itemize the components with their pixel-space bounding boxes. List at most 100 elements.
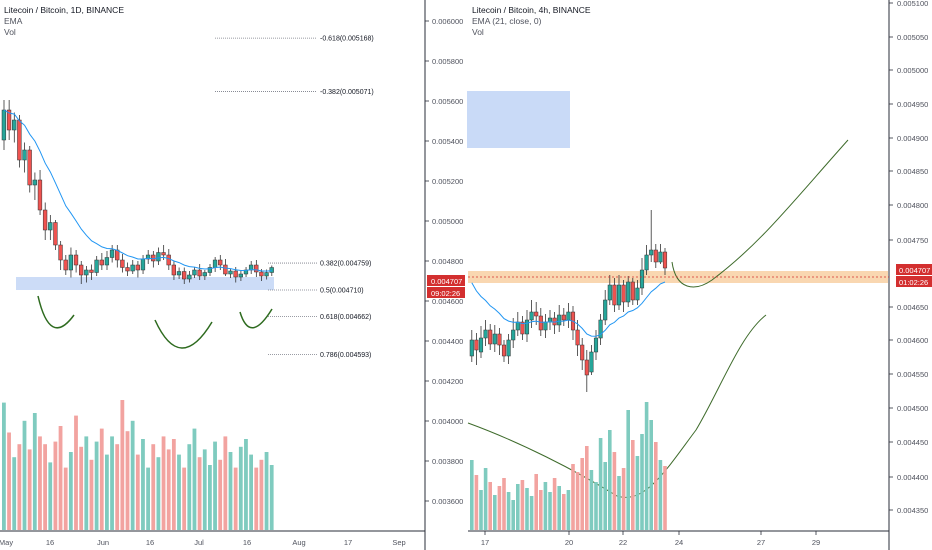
candle bbox=[478, 337, 484, 353]
left-x-tick-label: 16 bbox=[243, 538, 251, 547]
right-x-tick-label: 27 bbox=[757, 538, 765, 547]
candle bbox=[6, 109, 12, 131]
candle bbox=[156, 252, 161, 262]
candle bbox=[483, 329, 488, 339]
volume-bar bbox=[74, 415, 78, 530]
candle bbox=[12, 119, 17, 131]
volume-bar bbox=[53, 441, 58, 530]
candle bbox=[228, 270, 233, 275]
volume-bar bbox=[213, 441, 217, 530]
volume-bar bbox=[151, 444, 156, 530]
volume-bar bbox=[603, 462, 607, 530]
candle bbox=[135, 264, 140, 271]
left-x-tick-label: 16 bbox=[146, 538, 154, 547]
candle bbox=[635, 287, 640, 301]
volume-bar bbox=[548, 492, 552, 530]
volume-bar bbox=[120, 400, 125, 530]
candle bbox=[561, 314, 566, 321]
candle bbox=[662, 251, 668, 269]
candle bbox=[27, 149, 32, 186]
volume-bar bbox=[22, 420, 27, 530]
volume-bar bbox=[27, 449, 32, 530]
candle bbox=[469, 339, 474, 357]
y-axis-right-label: 0.004350 bbox=[897, 506, 928, 515]
left-legend-ema: EMA bbox=[4, 16, 23, 26]
volume-bar bbox=[658, 460, 663, 530]
candle bbox=[79, 264, 84, 276]
right-legend-title: Litecoin / Bitcoin, 4h, BINANCE bbox=[472, 5, 591, 15]
y-axis-right-label: 0.004500 bbox=[897, 404, 928, 413]
volume-bar bbox=[254, 467, 259, 530]
volume-bar bbox=[534, 474, 538, 530]
candle bbox=[557, 314, 562, 326]
candle bbox=[104, 257, 110, 266]
candle bbox=[603, 299, 608, 321]
candle bbox=[212, 259, 218, 268]
candle bbox=[488, 329, 493, 345]
right-shoulder-arc bbox=[239, 308, 273, 329]
y-axis-left-label: 0.003800 bbox=[432, 457, 463, 466]
volume-bar bbox=[2, 402, 6, 530]
volume-bar bbox=[264, 452, 269, 530]
volume-bar bbox=[12, 457, 17, 530]
volume-bar bbox=[192, 428, 197, 530]
candle bbox=[37, 179, 43, 211]
candle bbox=[145, 254, 151, 260]
volume-bar bbox=[130, 420, 135, 530]
volume-bar bbox=[146, 467, 150, 530]
volume-bar bbox=[228, 452, 233, 530]
volume-bar bbox=[141, 439, 145, 530]
candle bbox=[182, 271, 187, 280]
price-tag-left: 0.004707 bbox=[431, 277, 462, 286]
volume-bar bbox=[566, 490, 571, 530]
candle bbox=[42, 209, 48, 231]
volume-bar bbox=[635, 456, 640, 530]
right-x-tick-label: 22 bbox=[619, 538, 627, 547]
support-zone-left bbox=[16, 277, 274, 290]
left-legend-title: Litecoin / Bitcoin, 1D, BINANCE bbox=[4, 5, 124, 15]
volume-bar bbox=[7, 432, 11, 530]
volume-bar bbox=[187, 444, 192, 530]
volume-projection-path bbox=[467, 314, 767, 498]
candle bbox=[130, 264, 135, 272]
volume-bar bbox=[617, 476, 621, 530]
price-tag-right-bg bbox=[896, 264, 932, 275]
countdown-tag-left: 09:02:26 bbox=[431, 289, 460, 298]
y-axis-right-label: 0.004600 bbox=[897, 336, 928, 345]
y-axis-left-label: 0.005200 bbox=[432, 177, 463, 186]
price-tag-right: 0.004707 bbox=[899, 266, 930, 275]
volume-bar bbox=[479, 490, 483, 530]
candle bbox=[575, 329, 580, 346]
volume-bar bbox=[621, 468, 626, 530]
candle bbox=[94, 259, 99, 273]
candle bbox=[612, 284, 617, 306]
volume-bar bbox=[197, 457, 202, 530]
left-x-tick-label: 16 bbox=[46, 538, 54, 547]
candle bbox=[584, 359, 589, 376]
candle bbox=[223, 264, 228, 275]
candle bbox=[607, 284, 612, 301]
volume-bar bbox=[539, 490, 543, 530]
volume-bar bbox=[43, 444, 47, 530]
volume-bar bbox=[223, 436, 228, 530]
candle bbox=[68, 254, 73, 271]
y-axis-left-label: 0.004800 bbox=[432, 257, 463, 266]
volume-bar bbox=[552, 478, 557, 530]
y-axis-right-label: 0.004550 bbox=[897, 370, 928, 379]
y-axis-left-label: 0.005000 bbox=[432, 217, 463, 226]
volume-bar bbox=[493, 495, 497, 530]
volume-bar bbox=[218, 459, 223, 530]
y-axis-right-label: 0.004650 bbox=[897, 303, 928, 312]
volume-bar bbox=[89, 459, 94, 530]
candle bbox=[254, 264, 259, 273]
left-x-tick-label: May bbox=[0, 538, 13, 547]
right-legend-vol: Vol bbox=[472, 27, 484, 37]
candle bbox=[140, 258, 146, 271]
candle bbox=[192, 269, 197, 276]
y-axis-right-label: 0.005050 bbox=[897, 33, 928, 42]
volume-bar bbox=[79, 446, 84, 530]
volume-bar bbox=[488, 482, 492, 530]
candle bbox=[259, 271, 264, 277]
candle bbox=[501, 344, 507, 357]
right-x-tick-label: 20 bbox=[565, 538, 573, 547]
